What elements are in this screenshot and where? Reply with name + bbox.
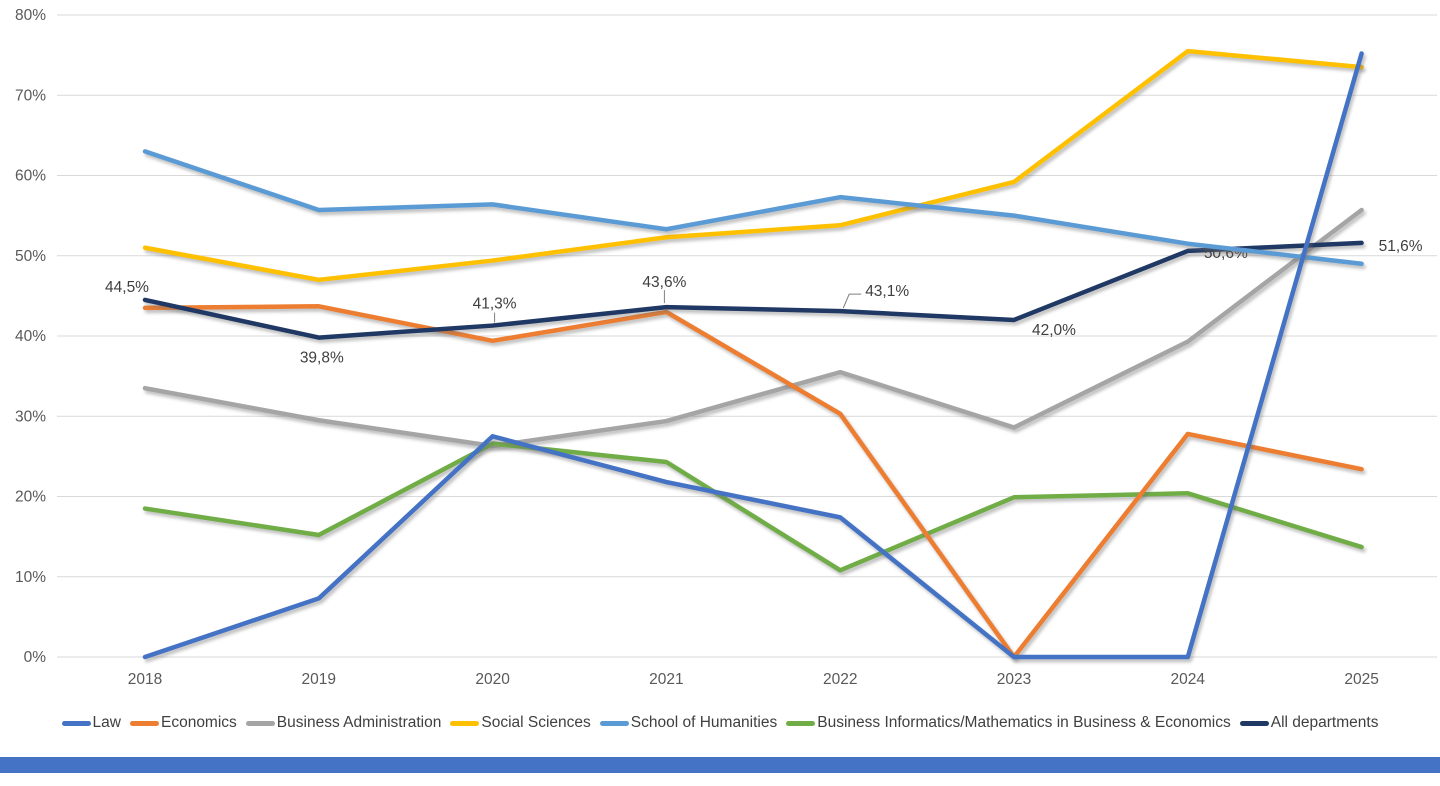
x-axis-tick-label: 2018 xyxy=(128,671,162,688)
legend-swatch-business-administration xyxy=(245,720,275,726)
legend-label: All departments xyxy=(1270,714,1379,731)
y-axis-tick-label: 10% xyxy=(15,569,46,586)
legend-swatch-social-sciences xyxy=(450,720,480,726)
y-axis-tick-label: 20% xyxy=(15,489,46,506)
data-label-2022: 43,1% xyxy=(865,283,909,300)
data-label-2023: 42,0% xyxy=(1032,322,1076,339)
y-axis-tick-label: 80% xyxy=(15,7,46,24)
line-chart-plot-area: 0% 10% 20% 30% 40% 50% 60% 70% 80% 2018 2019 2020 20… xyxy=(15,7,1437,688)
series-line-law xyxy=(142,51,1364,660)
series-line-social-sciences xyxy=(142,48,1364,283)
legend-item-business-administration: Business Administration xyxy=(245,714,442,732)
series-line-economics xyxy=(142,304,1364,660)
y-axis-tick-label: 70% xyxy=(15,87,46,104)
legend-item-social-sciences: Social Sciences xyxy=(450,714,591,732)
legend-label: Law xyxy=(92,714,121,731)
legend-swatch-law xyxy=(61,720,91,726)
series-line-business-administration xyxy=(142,207,1364,449)
legend-item-all-departments: All departments xyxy=(1239,714,1379,732)
y-axis-tick-label: 0% xyxy=(24,649,47,666)
data-label-2019: 39,8% xyxy=(300,350,344,367)
x-axis-tick-label: 2023 xyxy=(997,671,1031,688)
series-line-all-departments xyxy=(142,240,1364,340)
legend-label: Social Sciences xyxy=(481,714,591,731)
series-line-business-informatics-mathematics-in-busi xyxy=(142,441,1364,573)
legend-swatch-all-departments xyxy=(1239,720,1269,726)
legend-label: Business Administration xyxy=(276,714,442,731)
bottom-accent-bar xyxy=(0,757,1440,773)
legend-label: School of Humanities xyxy=(630,714,778,731)
y-axis-tick-label: 60% xyxy=(15,168,46,185)
legend-item-law: Law xyxy=(61,714,121,732)
y-axis-tick-label: 40% xyxy=(15,328,46,345)
x-axis-tick-label: 2025 xyxy=(1344,671,1378,688)
data-label-2020: 41,3% xyxy=(473,296,517,313)
legend-label: Business Informatics/Mathematics in Busi… xyxy=(817,714,1231,731)
legend-swatch-business-informatics-mathematics-in-busi xyxy=(786,720,816,726)
x-axis-tick-label: 2019 xyxy=(302,671,336,688)
y-axis-tick-label: 30% xyxy=(15,408,46,425)
x-axis-tick-label: 2021 xyxy=(649,671,683,688)
data-label-2018: 44,5% xyxy=(105,279,149,296)
label-leader-line xyxy=(842,293,862,309)
data-label-2021: 43,6% xyxy=(642,274,686,291)
legend-item-economics: Economics xyxy=(129,714,237,732)
x-axis-tick-label: 2024 xyxy=(1171,671,1206,688)
series-line-school-of-humanities xyxy=(142,149,1364,267)
legend-item-school-of-humanities: School of Humanities xyxy=(599,714,778,732)
y-axis-tick-label: 50% xyxy=(15,248,46,265)
x-axis-tick-label: 2022 xyxy=(823,671,857,688)
legend-swatch-economics xyxy=(129,720,159,726)
data-label-2025: 51,6% xyxy=(1379,238,1423,255)
chart-legend: Law Economics Business Administration Socia… xyxy=(0,708,1440,738)
legend-label: Economics xyxy=(160,714,237,731)
legend-item-business-informatics-mathematics-in-busi: Business Informatics/Mathematics in Busi… xyxy=(786,714,1231,732)
legend-swatch-school-of-humanities xyxy=(599,720,629,726)
x-axis-tick-label: 2020 xyxy=(475,671,510,688)
